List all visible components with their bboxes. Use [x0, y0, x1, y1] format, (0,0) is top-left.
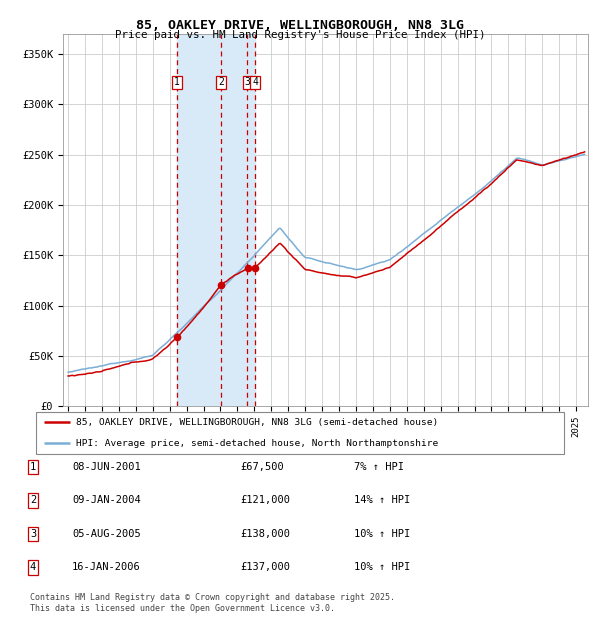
Text: £138,000: £138,000: [240, 529, 290, 539]
Bar: [177, 34, 255, 406]
Text: 16-JAN-2006: 16-JAN-2006: [72, 562, 141, 572]
Text: 1: 1: [30, 462, 36, 472]
Text: 05-AUG-2005: 05-AUG-2005: [72, 529, 141, 539]
Text: 2: 2: [30, 495, 36, 505]
Text: 4: 4: [30, 562, 36, 572]
Text: £67,500: £67,500: [240, 462, 284, 472]
Text: 3: 3: [30, 529, 36, 539]
Text: 7% ↑ HPI: 7% ↑ HPI: [354, 462, 404, 472]
Text: £121,000: £121,000: [240, 495, 290, 505]
FancyBboxPatch shape: [36, 412, 564, 454]
Text: 3: 3: [244, 78, 250, 87]
Text: 85, OAKLEY DRIVE, WELLINGBOROUGH, NN8 3LG: 85, OAKLEY DRIVE, WELLINGBOROUGH, NN8 3L…: [136, 19, 464, 32]
Text: 1: 1: [174, 78, 180, 87]
Text: 10% ↑ HPI: 10% ↑ HPI: [354, 562, 410, 572]
Text: 85, OAKLEY DRIVE, WELLINGBOROUGH, NN8 3LG (semi-detached house): 85, OAKLEY DRIVE, WELLINGBOROUGH, NN8 3L…: [76, 418, 438, 427]
Text: 10% ↑ HPI: 10% ↑ HPI: [354, 529, 410, 539]
Text: Contains HM Land Registry data © Crown copyright and database right 2025.
This d: Contains HM Land Registry data © Crown c…: [30, 593, 395, 613]
Text: 09-JAN-2004: 09-JAN-2004: [72, 495, 141, 505]
Text: 14% ↑ HPI: 14% ↑ HPI: [354, 495, 410, 505]
Text: 08-JUN-2001: 08-JUN-2001: [72, 462, 141, 472]
Text: Price paid vs. HM Land Registry's House Price Index (HPI): Price paid vs. HM Land Registry's House …: [115, 30, 485, 40]
Text: £137,000: £137,000: [240, 562, 290, 572]
Text: 2: 2: [218, 78, 224, 87]
Text: 4: 4: [252, 78, 258, 87]
Text: HPI: Average price, semi-detached house, North Northamptonshire: HPI: Average price, semi-detached house,…: [76, 439, 438, 448]
